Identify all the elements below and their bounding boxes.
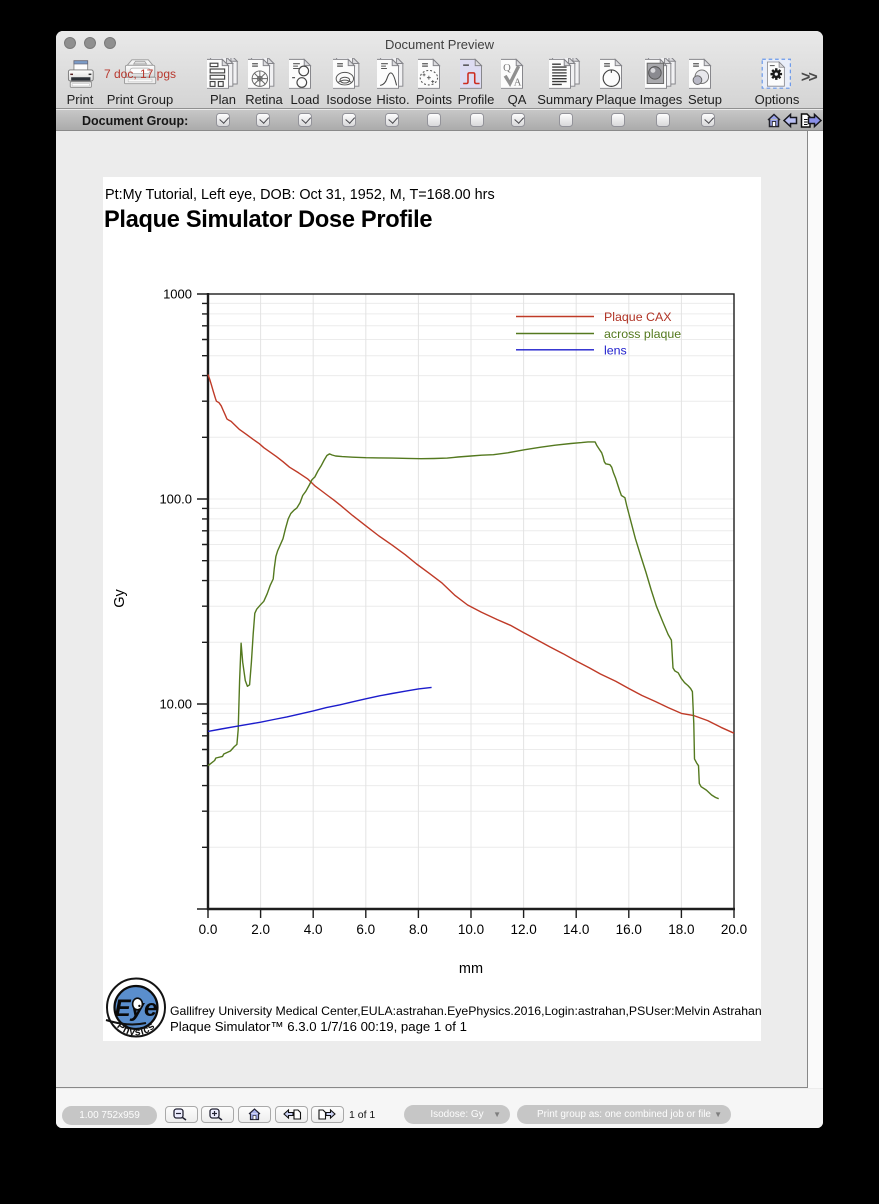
svg-text:Physics: Physics [114,1020,157,1039]
svg-text:Plaque CAX: Plaque CAX [604,310,672,324]
svg-text:10.0: 10.0 [458,922,484,937]
svg-text:14.0: 14.0 [563,922,589,937]
svg-text:Plaque Simulator™ 6.3.0 1/7/16: Plaque Simulator™ 6.3.0 1/7/16 00:19, pa… [170,1019,467,1034]
svg-text:20.0: 20.0 [721,922,747,937]
svg-text:Q: Q [503,63,511,74]
svg-text:Pt:My Tutorial, Left eye, DOB:: Pt:My Tutorial, Left eye, DOB: Oct 31, 1… [105,187,495,203]
svg-text:2.0: 2.0 [251,922,270,937]
svg-text:18.0: 18.0 [668,922,694,937]
svg-text:12.0: 12.0 [510,922,536,937]
svg-text:Gallifrey University Medical C: Gallifrey University Medical Center,EULA… [170,1004,761,1018]
svg-text:A: A [513,77,521,88]
svg-text:lens: lens [604,343,627,357]
svg-text:Plaque Simulator Dose Profile: Plaque Simulator Dose Profile [104,207,432,233]
svg-text:4.0: 4.0 [304,922,323,937]
svg-text:8.0: 8.0 [409,922,428,937]
svg-text:16.0: 16.0 [616,922,642,937]
svg-text:0.0: 0.0 [199,922,218,937]
svg-text:10.00: 10.00 [159,697,192,712]
svg-text:mm: mm [459,961,483,977]
svg-text:Gy: Gy [112,588,128,607]
svg-text:6.0: 6.0 [356,922,375,937]
svg-text:across plaque: across plaque [604,327,681,341]
svg-text:100.0: 100.0 [159,492,192,507]
svg-text:1000: 1000 [163,287,192,302]
